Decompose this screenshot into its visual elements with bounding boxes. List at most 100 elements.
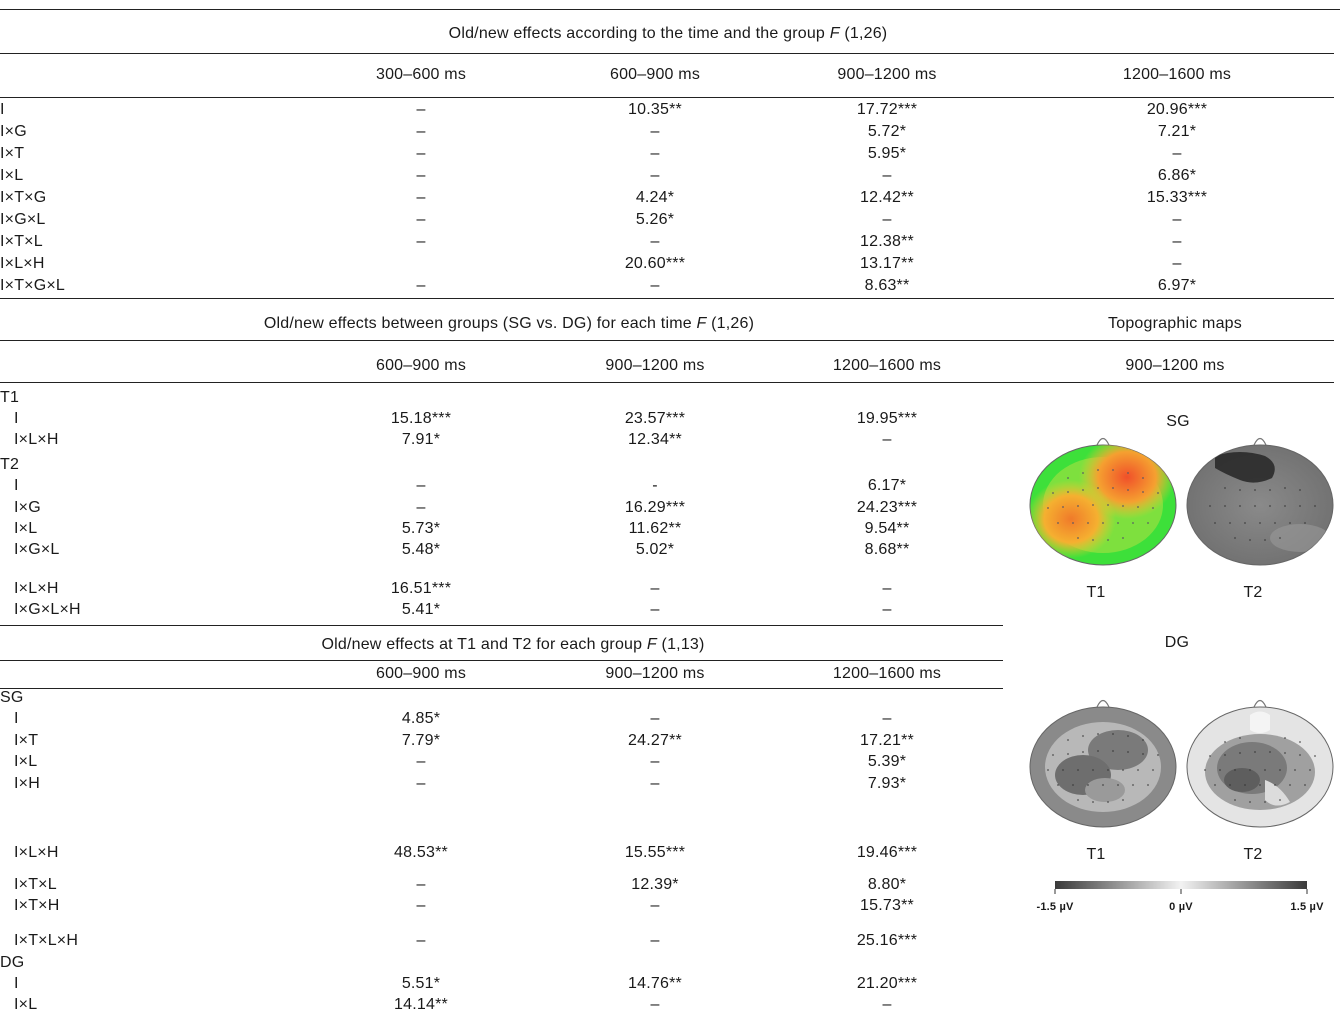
table2-cell: – — [650, 580, 660, 597]
topo-map-sg-t2 — [1186, 437, 1334, 566]
table1-cell: – — [882, 211, 892, 228]
table2-cell: - — [652, 477, 658, 494]
table3-row-label: I×L — [14, 996, 38, 1013]
table3-cell: – — [650, 996, 660, 1013]
table2-cell: – — [650, 601, 660, 618]
table1-cell: 8.63** — [864, 277, 910, 294]
table3-row-label: I — [14, 975, 19, 992]
table1-cell: 12.38** — [860, 233, 914, 250]
table1-cell: 6.86* — [1157, 167, 1197, 184]
table2-col-header: 900–1200 ms — [605, 357, 705, 374]
table3-cell: 5.39* — [867, 753, 907, 770]
table2-rule-bottom — [0, 625, 1003, 626]
table2-cell: 6.17* — [867, 477, 907, 494]
table2-cell: 5.41* — [401, 601, 441, 618]
electrode-dots — [1204, 737, 1316, 803]
table3-group-label: SG — [0, 689, 24, 706]
topo-map-sg-t1 — [1029, 437, 1177, 566]
table3-cell: 25.16*** — [856, 932, 918, 949]
table2-cell: 23.57*** — [624, 410, 686, 427]
table3-cell: – — [416, 775, 426, 792]
topo-dg-label: DG — [1164, 634, 1190, 651]
table1-row-label: I×G×L — [0, 211, 46, 228]
table2-col-header: 600–900 ms — [375, 357, 467, 374]
table3-rule-top — [0, 660, 1003, 661]
table3-header: Old/new effects at T1 and T2 for each gr… — [321, 636, 705, 653]
table2-cell: 24.23*** — [856, 499, 918, 516]
table3-col-header: 600–900 ms — [375, 665, 467, 682]
table2-row-label: I×L×H — [14, 580, 59, 597]
table3-cell: – — [650, 753, 660, 770]
table2-cell: – — [882, 601, 892, 618]
table1-cell: 15.33*** — [1146, 189, 1208, 206]
table3-cell: 14.76** — [628, 975, 682, 992]
scale-min-label: -1.5 µV — [1036, 901, 1074, 913]
table2-row-label: I×L×H — [14, 431, 59, 448]
table3-row-label: I×T×L×H — [14, 932, 79, 949]
table1-cell: 4.24* — [635, 189, 675, 206]
table1-row-label: I×L — [0, 167, 24, 184]
table2-cell: – — [882, 431, 892, 448]
table1-cell: – — [416, 167, 426, 184]
table2-cell: 5.02* — [635, 541, 675, 558]
table3-row-label: I×L×H — [14, 844, 59, 861]
table2-rule-cols — [0, 382, 1334, 383]
table3-row-label: I — [14, 710, 19, 727]
table3-rule-cols — [0, 688, 1003, 689]
electrode-dots — [1047, 733, 1159, 803]
table1-row-label: I×T — [0, 145, 25, 162]
electrode-dots — [1209, 487, 1316, 541]
table1-cell: – — [416, 233, 426, 250]
table1-cell: – — [1172, 233, 1182, 250]
table3-cell: 24.27** — [628, 732, 682, 749]
scale-mid-label: 0 µV — [1169, 901, 1193, 913]
table2-cell: 16.29*** — [624, 499, 686, 516]
caption-rule — [0, 9, 1340, 10]
table1-cell: – — [1172, 145, 1182, 162]
table2-group-label: T1 — [0, 389, 20, 406]
table3-row-label: I×H — [14, 775, 40, 792]
table2-cell: 5.73* — [401, 520, 441, 537]
table1-cell: – — [1172, 211, 1182, 228]
table2-cell: – — [416, 499, 426, 516]
table3-cell: – — [650, 932, 660, 949]
table3-cell: – — [882, 996, 892, 1013]
table3-row-label: I×L — [14, 753, 38, 770]
topo-map-dg-t1 — [1029, 699, 1177, 828]
table1-row-label: I×T×L — [0, 233, 43, 250]
table3-group-label: DG — [0, 954, 25, 971]
table1-row-label: I×G — [0, 123, 27, 140]
table1-row-label: I×T×G×L — [0, 277, 65, 294]
table3-cell: – — [416, 876, 426, 893]
table2-cell: 7.91* — [401, 431, 441, 448]
table1-cell: – — [416, 145, 426, 162]
table3-cell: – — [650, 897, 660, 914]
table3-cell: 48.53** — [394, 844, 448, 861]
electrode-dots — [1047, 469, 1159, 541]
table2-row-label: I×G×L — [14, 541, 60, 558]
table3-cell: 15.55*** — [624, 844, 686, 861]
table1-cell: 5.26* — [635, 211, 675, 228]
table3-row-label: I×T×L — [14, 876, 57, 893]
table1-header: Old/new effects according to the time an… — [448, 25, 888, 42]
table1-cell: 5.95* — [867, 145, 907, 162]
table1-cell: 6.97* — [1157, 277, 1197, 294]
table3-cell: – — [416, 932, 426, 949]
table2-row-label: I — [14, 410, 19, 427]
topo-header: Topographic maps — [1108, 315, 1242, 332]
table2-header: Old/new effects between groups (SG vs. D… — [263, 315, 755, 332]
table1-cell: – — [1172, 255, 1182, 272]
topo-sg-label: SG — [1166, 413, 1190, 430]
table1-row-label: I×L×H — [0, 255, 45, 272]
table1-cell: – — [416, 277, 426, 294]
table1-rule-top — [0, 53, 1334, 54]
table2-cell: – — [882, 580, 892, 597]
table2-row-label: I — [14, 477, 19, 494]
topo-window: 900–1200 ms — [1125, 357, 1225, 374]
table3-cell: 14.14** — [394, 996, 448, 1013]
table1-cell: 17.72*** — [856, 101, 918, 118]
table3-cell: 15.73** — [860, 897, 914, 914]
table3-cell: – — [416, 897, 426, 914]
table1-cell: – — [882, 167, 892, 184]
table1-cell: – — [650, 233, 660, 250]
